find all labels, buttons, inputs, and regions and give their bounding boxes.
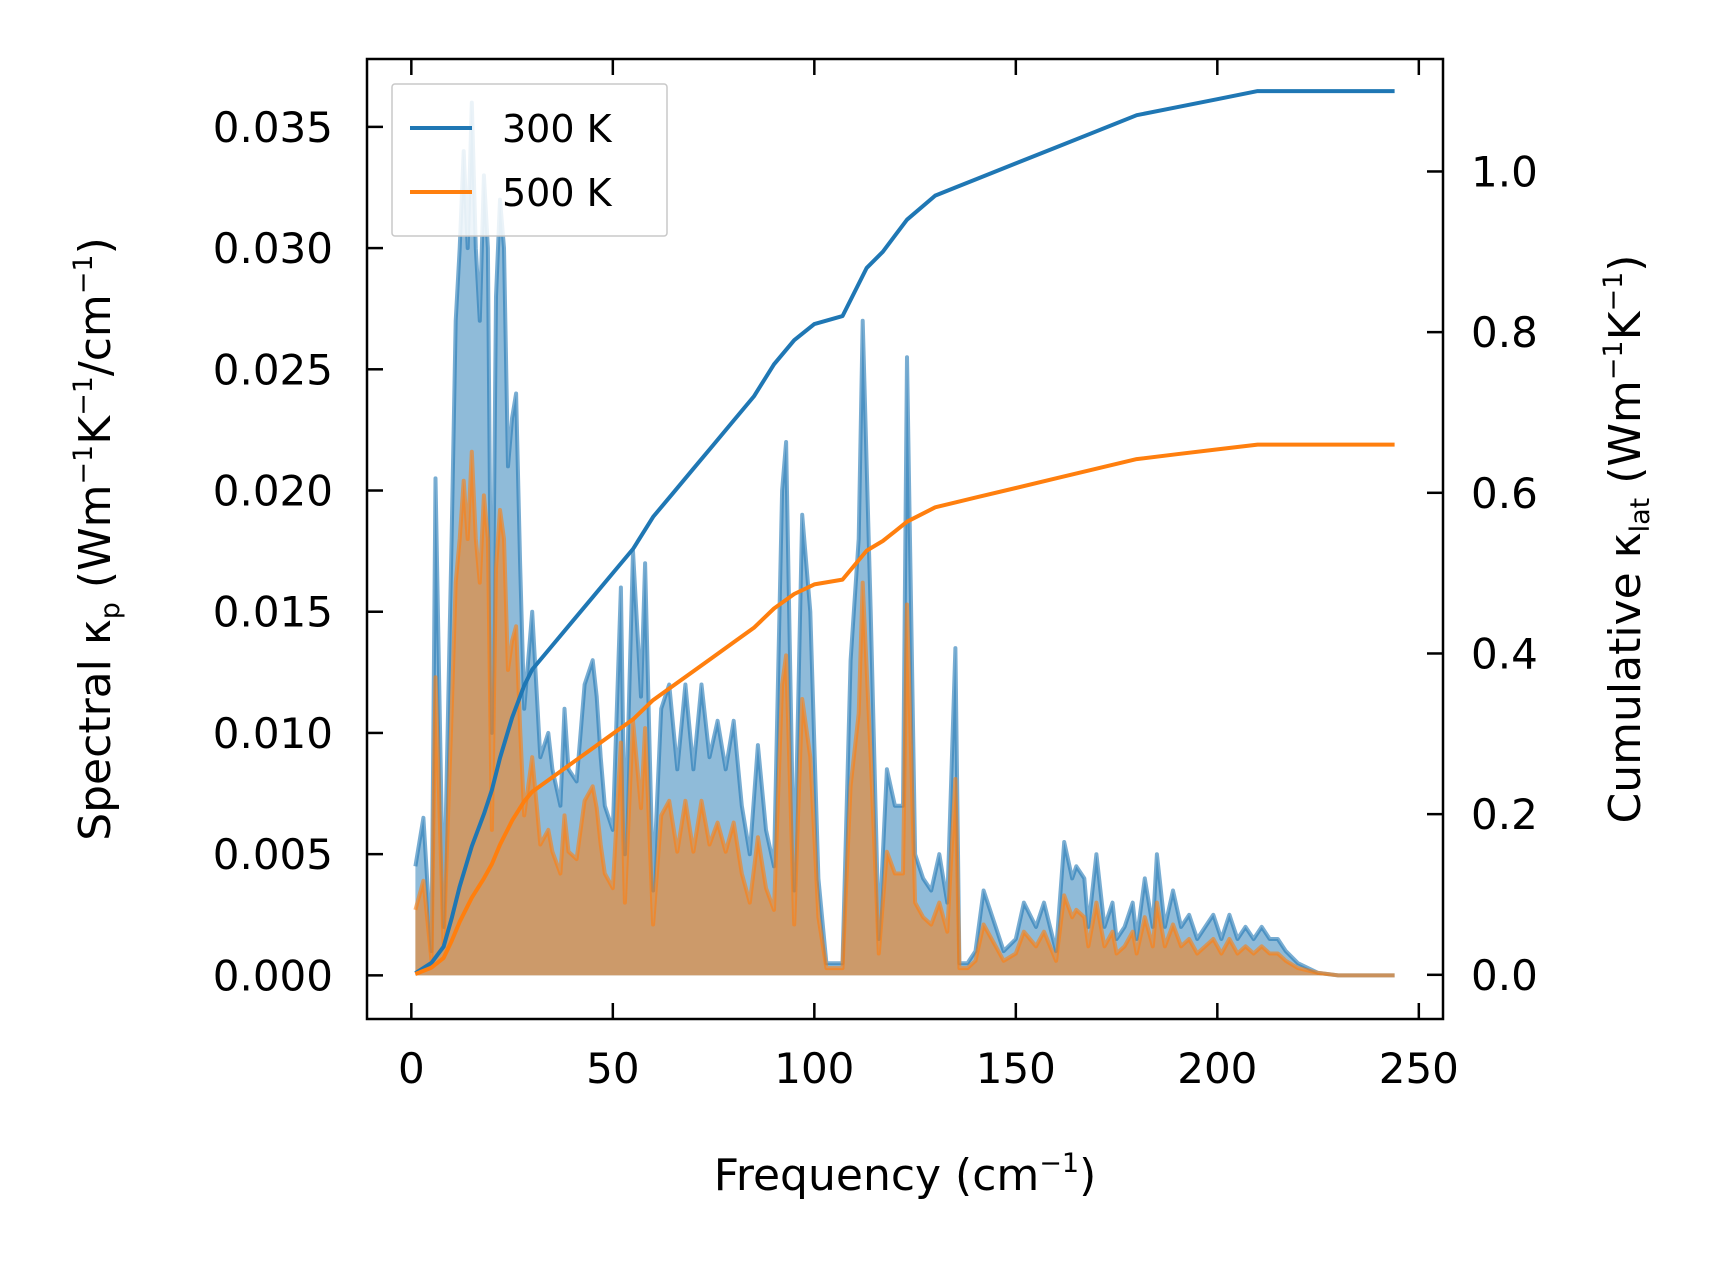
y-left-tick-label: 0.035 bbox=[213, 103, 333, 152]
y-left-axis-label-group: Spectral κp (Wm−1K−1/cm−1) bbox=[68, 237, 126, 841]
y-left-tick-label: 0.020 bbox=[213, 467, 333, 516]
legend: 300 K 500 K bbox=[391, 83, 668, 237]
x-tick-label: 150 bbox=[976, 1044, 1056, 1093]
x-tick-label: 0 bbox=[398, 1044, 425, 1093]
y-left-axis-label: Spectral κp (Wm−1K−1/cm−1) bbox=[68, 237, 126, 841]
cumulative-layer bbox=[414, 89, 1395, 976]
legend-box bbox=[391, 83, 668, 237]
x-tick-label: 200 bbox=[1177, 1044, 1257, 1093]
spectral-layer bbox=[413, 100, 1395, 978]
y-left-tick-label: 0.000 bbox=[213, 951, 333, 1000]
x-tick-label: 250 bbox=[1379, 1044, 1459, 1093]
y-right-tick-label: 0.2 bbox=[1471, 790, 1538, 839]
legend-label-500k: 500 K bbox=[502, 171, 613, 215]
axes-frame bbox=[365, 57, 1445, 1021]
y-left-tick-label: 0.030 bbox=[213, 224, 333, 273]
y-right-axis-label-group: Cumulative κlat (Wm−1K−1) bbox=[1598, 255, 1656, 824]
y-left-tick-label: 0.005 bbox=[213, 830, 333, 879]
y-right-tick-label: 0.4 bbox=[1471, 629, 1538, 678]
y-left-tick-label: 0.025 bbox=[213, 345, 333, 394]
cumulative-line-300k bbox=[414, 89, 1395, 975]
y-left-tick-label: 0.010 bbox=[213, 709, 333, 758]
y-right-axis-label: Cumulative κlat (Wm−1K−1) bbox=[1598, 255, 1656, 824]
x-tick-label: 50 bbox=[586, 1044, 639, 1093]
y-left-tick-label: 0.015 bbox=[213, 588, 333, 637]
cumulative-line-500k bbox=[414, 442, 1395, 976]
spectral-line-500k bbox=[413, 449, 1395, 978]
y-right-tick-label: 0.6 bbox=[1471, 469, 1538, 518]
ticks-layer: 0 50 100 150 200 250 0.000 0.005 0.010 0.015 0.020… bbox=[213, 59, 1538, 1093]
legend-label-300k: 300 K bbox=[502, 107, 613, 151]
x-axis-label: Frequency (cm−1) bbox=[714, 1148, 1097, 1201]
y-right-tick-label: 0.8 bbox=[1471, 308, 1538, 357]
y-right-tick-label: 0.0 bbox=[1471, 951, 1538, 1000]
y-right-tick-label: 1.0 bbox=[1471, 147, 1538, 196]
x-tick-label: 100 bbox=[774, 1044, 854, 1093]
